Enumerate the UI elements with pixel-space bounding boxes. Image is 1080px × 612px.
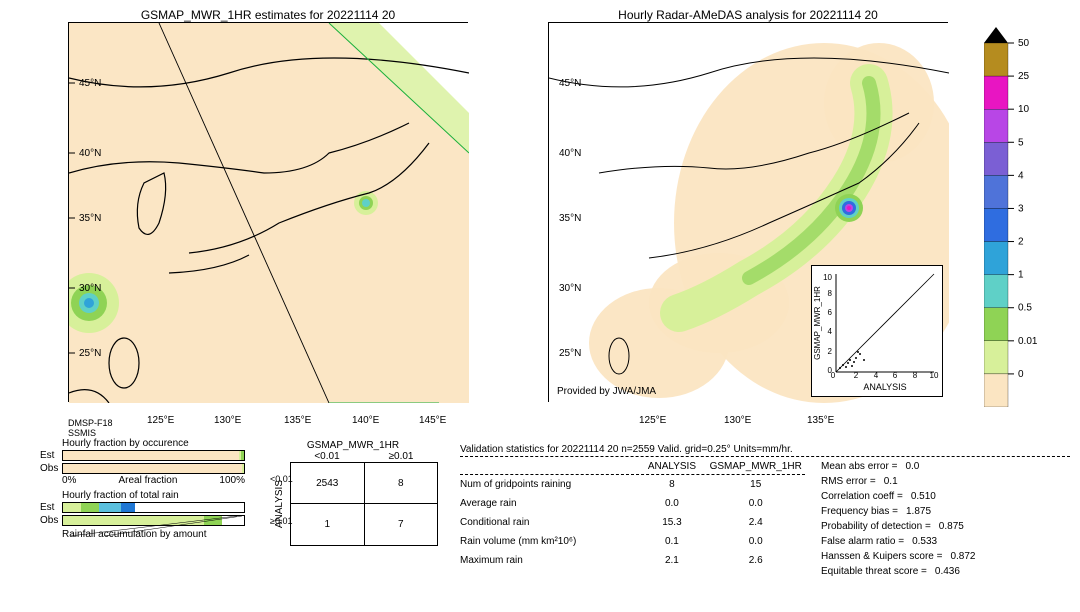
scatter-ylabel: GSMAP_MWR_1HR [813,286,822,360]
colorbar: 50 25 10 5 4 3 2 1 0.5 0.01 0 [984,27,1064,407]
svg-text:30°N: 30°N [79,283,101,294]
metric-row: False alarm ratio =0.533 [821,534,1070,549]
contingency-cell: 7 [365,504,438,545]
right-map-frame: 45°N 40°N 35°N 30°N 25°N Provided by JWA… [548,22,948,402]
svg-text:40°N: 40°N [559,148,581,159]
svg-text:4: 4 [1018,170,1024,181]
left-map-panel: GSMAP_MWR_1HR estimates for 20221114 20 [68,8,468,438]
svg-text:5: 5 [1018,137,1024,148]
metric-row: Probability of detection =0.875 [821,519,1070,534]
est-label: Est [40,450,62,461]
svg-text:50: 50 [1018,38,1030,49]
contingency-cell: 1 [291,504,365,545]
fraction-bars-panel: Hourly fraction by occurence Est Obs 0% … [40,438,245,540]
col-gsmap: GSMAP_MWR_1HR [706,461,805,472]
svg-text:6: 6 [893,371,898,380]
contingency-header: GSMAP_MWR_1HR [268,440,438,451]
stat-row: Rain volume (mm km²10⁶)0.10.0 [460,532,805,551]
svg-text:10: 10 [1018,104,1030,115]
svg-text:25°N: 25°N [79,348,101,359]
svg-text:8: 8 [913,371,918,380]
stat-row: Average rain0.00.0 [460,494,805,513]
svg-text:10: 10 [823,273,832,282]
svg-text:25°N: 25°N [559,348,581,359]
svg-text:4: 4 [828,327,833,336]
stat-row: Conditional rain15.32.4 [460,513,805,532]
svg-text:4: 4 [874,371,879,380]
metric-row: Equitable threat score =0.436 [821,564,1070,579]
metric-row: Hanssen & Kuipers score =0.872 [821,549,1070,564]
contingency-cell: 2543 [291,463,365,503]
right-map-title: Hourly Radar-AMeDAS analysis for 2022111… [548,8,948,22]
svg-text:1: 1 [1018,270,1024,281]
svg-text:8: 8 [828,289,833,298]
provided-by-label: Provided by JWA/JMA [557,386,656,397]
metric-row: Correlation coeff =0.510 [821,489,1070,504]
svg-text:45°N: 45°N [559,78,581,89]
col-analysis: ANALYSIS [637,461,706,472]
svg-text:0.5: 0.5 [1018,303,1032,314]
obs-label: Obs [40,463,62,474]
metric-row: Frequency bias =1.875 [821,504,1070,519]
svg-text:30°N: 30°N [559,283,581,294]
svg-text:40°N: 40°N [79,148,101,159]
metric-row: RMS error =0.1 [821,474,1070,489]
scatter-xlabel: ANALYSIS [863,382,906,392]
svg-text:0.01: 0.01 [1018,336,1038,347]
fraction-title2: Hourly fraction of total rain [62,490,245,501]
validation-panel: Validation statistics for 20221114 20 n=… [460,444,1070,579]
left-map-frame: 45°N 40°N 35°N 30°N 25°N 125°E 130°E 135… [68,22,468,402]
right-map-panel: Hourly Radar-AMeDAS analysis for 2022111… [548,8,948,402]
svg-text:6: 6 [828,308,833,317]
stat-row: Num of gridpoints raining815 [460,475,805,494]
fraction-title1: Hourly fraction by occurence [62,438,245,449]
xtick: 125°E [147,415,174,426]
sensor-label: DMSP-F18 SSMIS [68,418,468,438]
metric-row: Mean abs error =0.0 [821,459,1070,474]
validation-title: Validation statistics for 20221114 20 n=… [460,444,1070,457]
svg-text:10: 10 [930,371,939,380]
svg-text:0: 0 [828,366,833,375]
connector-lines-icon [62,516,267,536]
left-map-svg: 45°N 40°N 35°N 30°N 25°N [69,23,469,403]
svg-text:2: 2 [854,371,859,380]
svg-text:25: 25 [1018,71,1030,82]
left-map-title: GSMAP_MWR_1HR estimates for 20221114 20 [68,8,468,22]
ytick: 45°N [79,78,101,89]
svg-text:3: 3 [1018,203,1024,214]
svg-text:0: 0 [1018,369,1024,380]
scatter-inset: 0 2 4 6 8 10 0 2 4 6 8 10 ANALYSIS GS [811,265,943,397]
stat-row: Maximum rain2.12.6 [460,551,805,570]
svg-text:2: 2 [828,347,833,356]
contingency-cell: 8 [365,463,438,503]
svg-text:35°N: 35°N [559,213,581,224]
svg-text:2: 2 [1018,237,1024,248]
svg-text:35°N: 35°N [79,213,101,224]
contingency-panel: GSMAP_MWR_1HR <0.01 ≥0.01 ANALYSIS 2543 … [268,440,438,546]
